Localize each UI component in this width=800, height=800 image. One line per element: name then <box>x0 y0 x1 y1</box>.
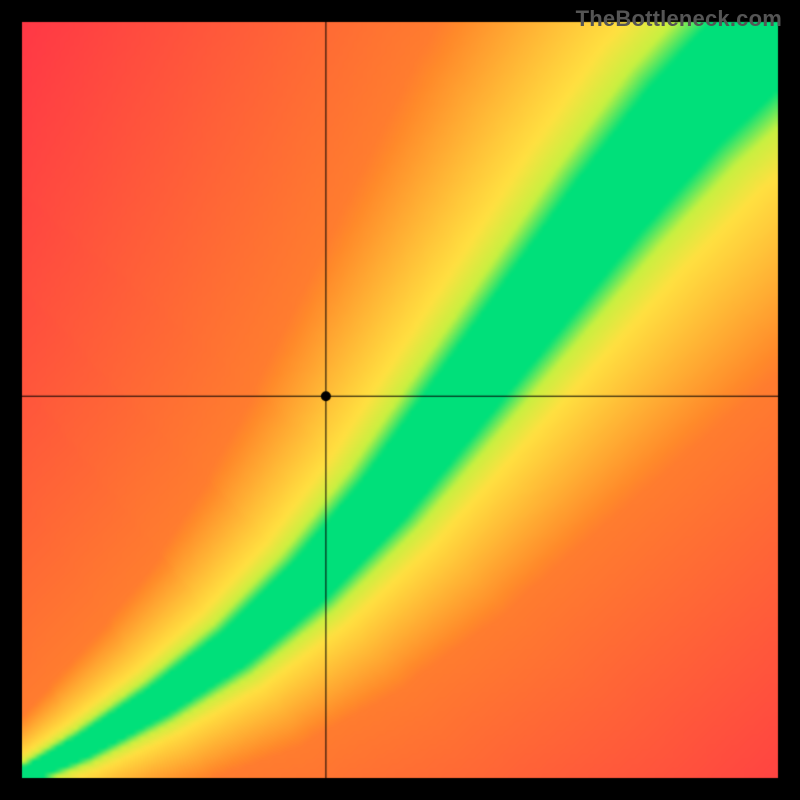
heatmap-canvas <box>0 0 800 800</box>
watermark-text: TheBottleneck.com <box>576 6 782 32</box>
chart-container: TheBottleneck.com <box>0 0 800 800</box>
